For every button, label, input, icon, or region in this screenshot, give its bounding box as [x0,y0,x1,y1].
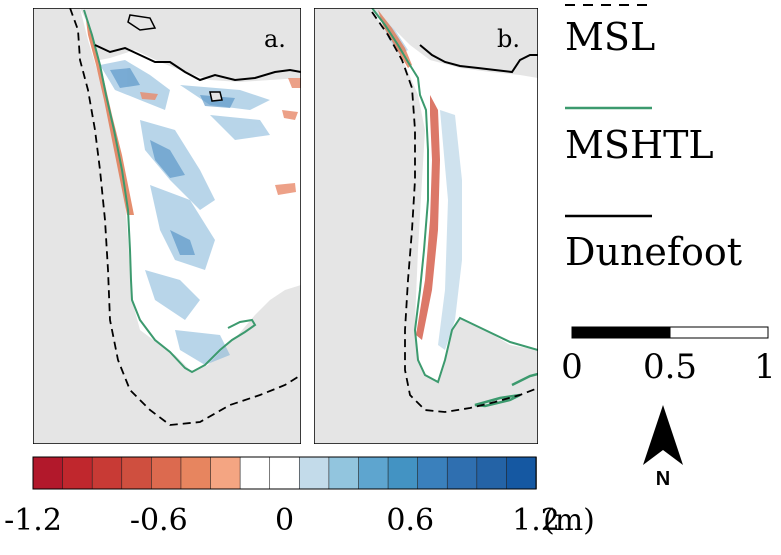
colorbar-cell [269,456,301,490]
colorbar-cell [151,456,182,490]
panel-a-island [127,14,157,31]
colorbar-cell [387,456,419,490]
north-arrow-icon: N [643,405,683,490]
panel-b-mshtl-sandbar-2 [511,372,538,387]
panel-b-erosion-strip [416,95,440,340]
panel-a-label: a. [264,25,286,53]
colorbar-cell [358,456,389,490]
colorbar-frame [32,456,537,490]
scale-tick-1: 1 [754,347,776,387]
colorbar-cell [121,456,153,490]
panel-b-mshtl-line [371,8,538,384]
colorbar-cell [298,456,330,490]
scale-bar: 0 0.5 1 [561,326,776,387]
colorbar-cell [239,456,271,490]
legend-dunefoot-label: Dunefoot [565,230,742,274]
scale-tick-half: 0.5 [643,347,697,387]
colorbar-tick-label: 0 [275,503,294,538]
colorbar-unit: (m) [543,503,595,538]
panel-a [33,8,301,444]
colorbar-cell [328,456,360,490]
colorbar-cell [62,456,93,490]
colorbar-ticks: -1.2 -0.6 0 0.6 1.2 [4,503,560,538]
panel-b [314,8,538,444]
scale-tick-0: 0 [561,347,583,387]
panel-b-msl-line [371,11,538,413]
panel-a-erosion-spots [140,78,301,195]
colorbar-tick-label: -1.2 [4,503,62,538]
panel-a-island-2 [209,91,223,102]
panel-a-mshtl-line [83,9,257,374]
colorbar-cell [476,456,508,490]
north-arrow-label: N [656,468,670,490]
colorbar-cell [180,456,212,490]
colorbar-cell [506,456,537,490]
colorbar: -1.2 -0.6 0 0.6 1.2 (m) [4,456,595,538]
legend-mshtl-label: MSHTL [565,123,714,167]
legend: MSL MSHTL Dunefoot [565,4,742,274]
legend-msl-label: MSL [565,15,655,59]
panel-b-accretion-band [438,110,462,350]
colorbar-cell [210,456,241,490]
scale-bar-black [571,326,671,339]
panel-b-mshtl-sandbar [474,393,521,408]
panel-b-label: b. [497,25,520,53]
colorbar-tick-label: 1.2 [512,503,560,538]
colorbar-cell [446,456,478,490]
panel-a-msl-line [69,8,301,426]
colorbar-tick-label: 0.6 [386,503,434,538]
panel-a-dunefoot-line [94,44,301,82]
colorbar-tick-label: -0.6 [130,503,188,538]
colorbar-cell [417,456,449,490]
panel-b-dunefoot-line [419,44,538,74]
colorbar-cell [32,456,64,490]
scale-bar-white [669,326,769,339]
colorbar-cells [32,456,537,490]
colorbar-cell [91,456,123,490]
panel-a-accretion-strong [110,68,235,255]
